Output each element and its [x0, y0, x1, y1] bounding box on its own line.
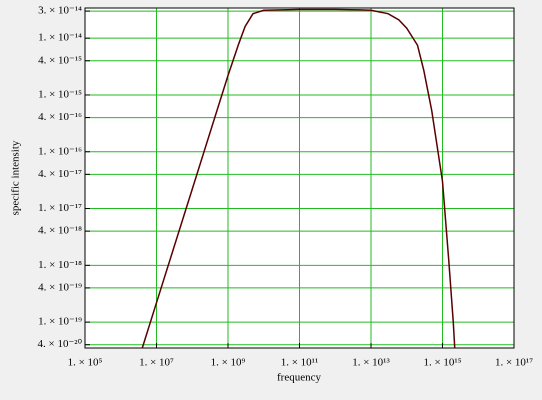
y-axis-title: specific intensity: [10, 140, 22, 215]
x-tick-label: 1. × 10¹¹: [281, 357, 319, 369]
y-tick-label: 1. × 10⁻¹⁸: [38, 259, 82, 271]
y-tick-label: 4. × 10⁻²⁰: [38, 338, 83, 350]
y-tick-label: 4. × 10⁻¹⁶: [38, 111, 82, 123]
y-tick-label: 1. × 10⁻¹⁴: [38, 32, 82, 44]
x-tick-label: 1. × 10¹⁷: [495, 357, 533, 369]
x-axis-title: frequency: [277, 372, 321, 384]
y-tick-label: 3. × 10⁻¹⁴: [38, 5, 82, 17]
line-series: [141, 8, 456, 349]
x-tick-label: 1. × 10⁷: [139, 357, 174, 369]
y-tick-label: 4. × 10⁻¹⁸: [38, 225, 82, 237]
x-tick-label: 1. × 10¹⁵: [423, 357, 461, 369]
y-tick-label: 1. × 10⁻¹⁷: [38, 202, 82, 214]
y-tick-label: 1. × 10⁻¹⁵: [38, 88, 82, 100]
y-tick-label: 1. × 10⁻¹⁹: [38, 316, 82, 328]
plot-frame: [84, 7, 515, 349]
y-tick-label: 4. × 10⁻¹⁵: [38, 54, 82, 66]
y-tick-label: 1. × 10⁻¹⁶: [38, 145, 82, 157]
y-tick-label: 4. × 10⁻¹⁹: [38, 281, 82, 293]
x-tick-label: 1. × 10⁹: [211, 357, 246, 369]
x-tick-label: 1. × 10⁵: [68, 357, 103, 369]
x-tick-label: 1. × 10¹³: [352, 357, 390, 369]
y-tick-label: 4. × 10⁻¹⁷: [38, 168, 82, 180]
